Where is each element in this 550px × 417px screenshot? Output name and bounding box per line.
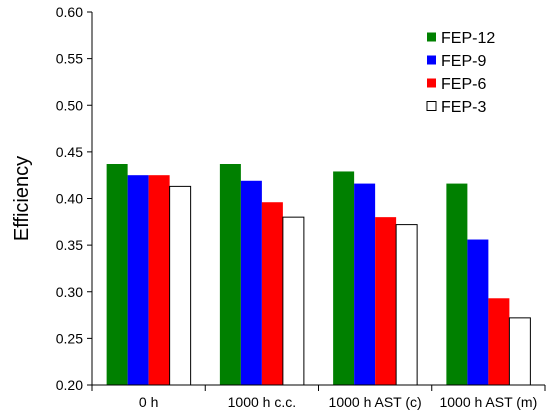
legend-label-fep-6: FEP-6 — [441, 76, 486, 93]
x-category-label: 0 h — [139, 394, 158, 410]
bar-fep-12-2 — [219, 164, 241, 385]
bar-fep-6-4 — [488, 298, 510, 385]
legend-swatch-fep-12 — [427, 32, 436, 42]
legend-label-fep-12: FEP-12 — [441, 30, 495, 47]
x-category-label: 1000 h c.c. — [228, 394, 297, 410]
bar-fep-3-4 — [508, 317, 531, 386]
x-category-label: 1000 h AST (m) — [439, 394, 537, 410]
legend-label-fep-9: FEP-9 — [441, 53, 486, 70]
y-tick-label: 0.60 — [56, 4, 83, 20]
bar-fep-9-4 — [467, 239, 489, 385]
legend-label-fep-3: FEP-3 — [441, 99, 486, 116]
bar-fep-6-3 — [375, 217, 397, 385]
y-tick-label: 0.20 — [56, 377, 83, 393]
axes-layer — [87, 11, 546, 391]
bar-fep-9-3 — [354, 183, 376, 385]
legend-swatch-fep-3 — [426, 101, 437, 111]
y-axis-title: Efficiency — [11, 156, 33, 241]
legend-swatch-fep-6 — [427, 78, 436, 88]
legend-swatch-fep-9 — [427, 55, 436, 65]
y-tick-label: 0.30 — [56, 284, 83, 300]
bar-fep-3-2 — [282, 216, 305, 386]
x-category-label: 1000 h AST (c) — [329, 394, 422, 410]
bar-fep-6-2 — [261, 202, 283, 385]
labels-layer: 0.20 0.25 0.30 0.35 0.40 0.45 0.50 0.55 0.60 0 h 1… — [11, 4, 537, 410]
y-tick-label: 0.45 — [56, 144, 83, 160]
y-tick-label: 0.35 — [56, 237, 83, 253]
y-tick-label: 0.50 — [56, 97, 83, 113]
y-tick-label: 0.25 — [56, 330, 83, 346]
bar-fep-12-3 — [333, 171, 355, 385]
legend: FEP-12 FEP-9 FEP-6 FEP-3 — [426, 30, 495, 116]
bar-fep-6-1 — [148, 175, 170, 385]
bar-fep-9-2 — [240, 180, 262, 385]
bar-fep-12-4 — [446, 183, 468, 385]
bar-fep-9-1 — [127, 175, 149, 385]
bars-layer — [106, 164, 531, 386]
bar-fep-12-1 — [106, 164, 128, 385]
bar-fep-3-1 — [169, 185, 192, 386]
y-tick-label: 0.40 — [56, 191, 83, 207]
bar-fep-3-3 — [395, 224, 418, 386]
y-tick-label: 0.55 — [56, 51, 83, 67]
